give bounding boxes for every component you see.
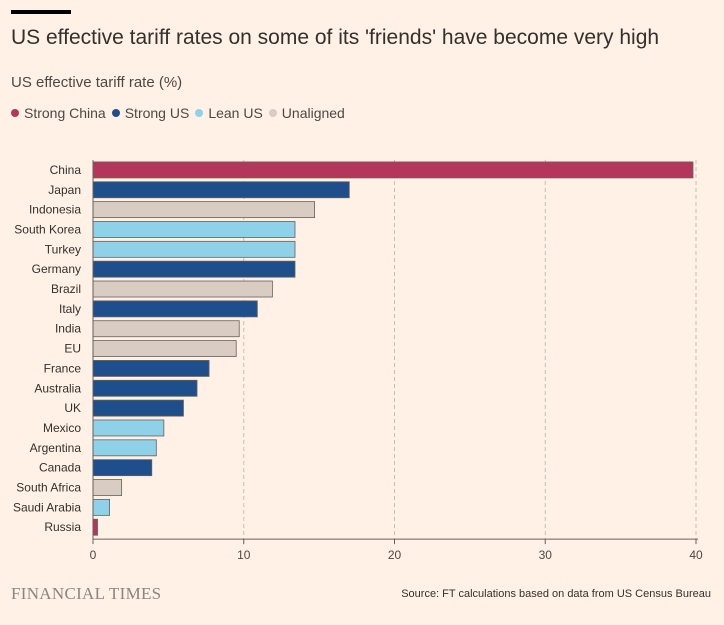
- legend-label-strong-us: Strong US: [124, 105, 190, 121]
- category-label: Saudi Arabia: [13, 500, 81, 514]
- legend-item-strong-us: Strong US: [111, 105, 190, 121]
- legend-swatch-strong-china: [11, 109, 19, 117]
- legend-label-lean-us: Lean US: [208, 105, 263, 121]
- legend-label-strong-china: Strong China: [24, 105, 106, 121]
- bar: [92, 161, 694, 179]
- chart-title: US effective tariff rates on some of its…: [11, 26, 660, 49]
- bar: [92, 399, 184, 417]
- category-label: South Africa: [16, 481, 81, 495]
- category-label: Canada: [39, 461, 81, 475]
- x-tick-label: 20: [388, 548, 402, 562]
- category-label: Japan: [48, 183, 81, 197]
- ft-top-rule: [11, 10, 71, 14]
- x-tick-label: 30: [539, 548, 553, 562]
- bar: [92, 479, 123, 496]
- chart-legend: Strong China Strong US Lean US Unaligned: [11, 105, 351, 121]
- category-label: Russia: [44, 520, 81, 534]
- bar: [92, 320, 240, 338]
- category-label: Argentina: [30, 441, 82, 455]
- legend-label-unaligned: Unaligned: [281, 105, 345, 121]
- bar: [92, 340, 237, 357]
- bar: [92, 379, 198, 397]
- x-tick-label: 40: [689, 548, 703, 562]
- bar-chart: China Japan Indonesia South Korea Turkey Germ…: [13, 160, 703, 562]
- bar: [92, 419, 165, 437]
- bar: [92, 459, 153, 477]
- legend-swatch-strong-us: [111, 109, 120, 117]
- category-label: South Korea: [14, 222, 81, 236]
- legend-swatch-unaligned: [268, 109, 277, 117]
- category-label: France: [44, 361, 82, 375]
- category-label: UK: [64, 401, 81, 415]
- bar: [92, 240, 296, 258]
- category-label: Indonesia: [29, 203, 81, 217]
- bar: [92, 518, 98, 536]
- legend-item-lean-us: Lean US: [195, 105, 263, 121]
- category-label: China: [50, 163, 82, 177]
- category-label: India: [55, 322, 81, 336]
- x-tick-label: 0: [90, 548, 97, 562]
- bar: [92, 439, 157, 457]
- bar: [92, 221, 296, 238]
- legend-item-strong-china: Strong China: [11, 105, 106, 121]
- bar: [92, 260, 296, 278]
- category-label: Brazil: [51, 282, 81, 296]
- bar: [92, 360, 210, 377]
- source-note: Source: FT calculations based on data fr…: [401, 588, 711, 600]
- chart-subtitle: US effective tariff rate (%): [11, 74, 183, 91]
- bar: [92, 181, 350, 199]
- legend-swatch-lean-us: [195, 109, 204, 117]
- bar: [92, 300, 258, 318]
- legend-item-unaligned: Unaligned: [268, 105, 345, 121]
- bar: [92, 498, 110, 516]
- bar: [92, 201, 316, 219]
- category-label: Mexico: [43, 421, 81, 435]
- category-label: EU: [64, 342, 81, 356]
- category-label: Turkey: [45, 242, 81, 256]
- x-tick-label: 10: [237, 548, 251, 562]
- ft-brand-logo: FINANCIAL TIMES: [11, 584, 162, 603]
- category-label: Italy: [59, 302, 81, 316]
- category-label: Australia: [34, 381, 81, 395]
- category-label: Germany: [32, 262, 81, 276]
- bar: [92, 280, 273, 298]
